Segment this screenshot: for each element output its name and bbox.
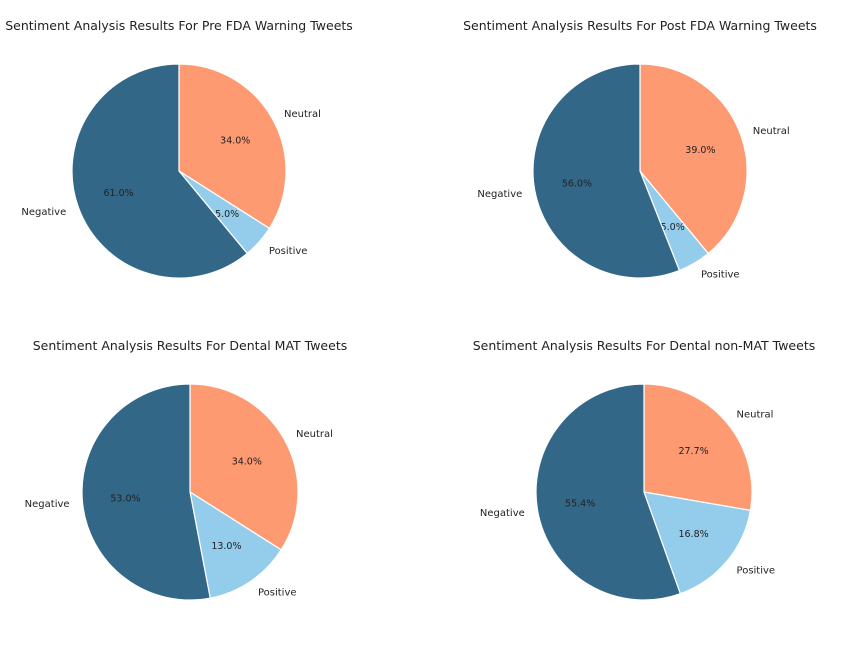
pie-slice-negative	[535, 383, 682, 601]
category-label-negative: Negative	[480, 508, 525, 519]
pie-chart-post-fda: Sentiment Analysis Results For Post FDA …	[463, 18, 817, 281]
chart-title: Sentiment Analysis Results For Pre FDA W…	[5, 18, 353, 33]
category-label-negative: Negative	[21, 207, 66, 218]
pie-slice-negative	[532, 63, 681, 279]
percentage-label: 34.0%	[232, 456, 262, 467]
chart-title: Sentiment Analysis Results For Dental no…	[473, 338, 815, 353]
percentage-label: 27.7%	[678, 446, 708, 457]
pie-chart-dental-mat: Sentiment Analysis Results For Dental MA…	[25, 338, 347, 601]
pie-slice-negative	[81, 383, 211, 601]
chart-title: Sentiment Analysis Results For Dental MA…	[33, 338, 347, 353]
category-label-neutral: Neutral	[753, 126, 790, 137]
percentage-label: 53.0%	[110, 494, 140, 505]
percentage-label: 55.4%	[565, 499, 595, 510]
category-label-negative: Negative	[25, 499, 70, 510]
pie-slice-neutral	[643, 383, 753, 512]
category-label-positive: Positive	[258, 588, 297, 599]
percentage-label: 5.0%	[215, 209, 239, 220]
percentage-label: 39.0%	[685, 145, 715, 156]
percentage-label: 56.0%	[562, 179, 592, 190]
pie-slice-neutral	[639, 63, 748, 255]
percentage-label: 16.8%	[678, 529, 708, 540]
percentage-label: 61.0%	[104, 188, 134, 199]
pie-chart-pre-fda: Sentiment Analysis Results For Pre FDA W…	[5, 18, 353, 279]
pie-slice-negative	[71, 63, 249, 279]
category-label-neutral: Neutral	[284, 109, 321, 120]
percentage-label: 13.0%	[211, 541, 241, 552]
percentage-label: 5.0%	[661, 222, 685, 233]
category-label-positive: Positive	[269, 246, 308, 257]
category-label-negative: Negative	[477, 189, 522, 200]
pie-slice-positive	[189, 490, 283, 599]
category-label-positive: Positive	[737, 565, 776, 576]
category-label-neutral: Neutral	[737, 410, 774, 421]
pie-slice-positive	[643, 491, 752, 595]
category-label-positive: Positive	[701, 270, 740, 281]
pie-chart-dental-non-mat: Sentiment Analysis Results For Dental no…	[473, 338, 815, 601]
pie-slice-neutral	[178, 63, 287, 230]
percentage-label: 34.0%	[220, 136, 250, 147]
chart-title: Sentiment Analysis Results For Post FDA …	[463, 18, 817, 33]
pie-slice-neutral	[189, 383, 299, 551]
category-label-neutral: Neutral	[296, 429, 333, 440]
